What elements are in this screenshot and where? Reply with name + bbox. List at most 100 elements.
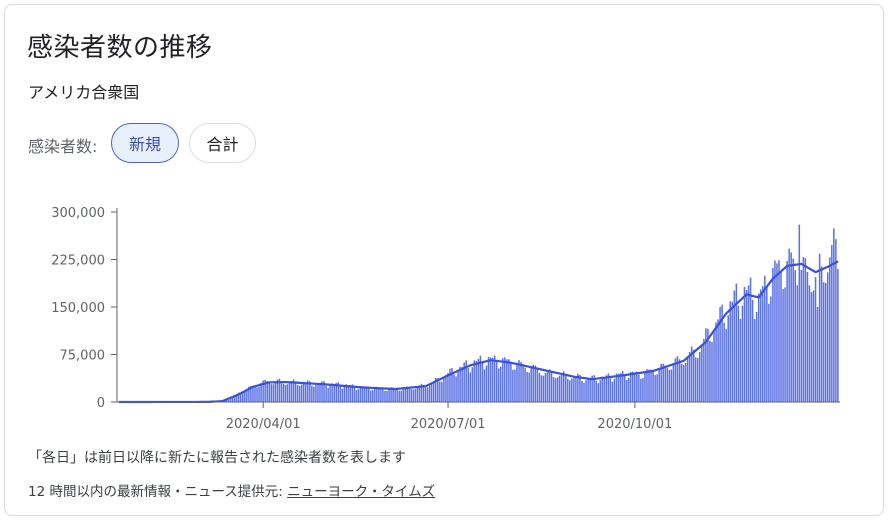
daily-bar bbox=[802, 256, 805, 402]
daily-bar bbox=[658, 368, 660, 402]
daily-bar bbox=[680, 363, 683, 402]
daily-bar bbox=[735, 283, 738, 402]
daily-bar bbox=[812, 290, 815, 402]
daily-bar bbox=[404, 387, 407, 402]
chart-title: 感染者数の推移 bbox=[27, 33, 213, 63]
daily-bar bbox=[372, 390, 374, 402]
daily-bar bbox=[816, 307, 819, 402]
daily-bar bbox=[709, 340, 711, 402]
daily-bar bbox=[398, 390, 400, 402]
daily-bar bbox=[629, 372, 632, 402]
daily-bar bbox=[829, 257, 831, 402]
daily-bar bbox=[741, 305, 744, 402]
daily-bar bbox=[810, 292, 813, 402]
daily-bar bbox=[573, 376, 575, 402]
daily-bar bbox=[258, 386, 260, 402]
daily-bar bbox=[757, 293, 760, 402]
daily-bar bbox=[432, 381, 435, 402]
daily-bar bbox=[390, 387, 392, 402]
daily-bar bbox=[719, 306, 721, 402]
daily-bar bbox=[609, 378, 612, 402]
daily-bar bbox=[493, 355, 496, 402]
daily-bar bbox=[567, 379, 569, 402]
daily-bar bbox=[512, 369, 514, 402]
daily-bar bbox=[374, 387, 376, 402]
daily-bar bbox=[631, 371, 634, 402]
daily-bar bbox=[522, 364, 524, 402]
daily-bar bbox=[343, 387, 346, 402]
daily-bar bbox=[495, 361, 498, 402]
daily-bar bbox=[313, 386, 315, 402]
daily-bar bbox=[749, 277, 752, 402]
daily-bar bbox=[286, 384, 289, 402]
daily-bar bbox=[772, 267, 774, 402]
daily-bar bbox=[384, 390, 386, 402]
daily-bar bbox=[824, 283, 827, 402]
daily-bar bbox=[820, 266, 823, 402]
footnote: 「各日」は前日以降に新たに報告された感染者数を表します bbox=[28, 450, 406, 466]
daily-bar bbox=[595, 380, 597, 402]
daily-bar bbox=[386, 390, 388, 402]
daily-bar bbox=[461, 366, 463, 402]
daily-bar bbox=[441, 381, 443, 402]
daily-bar bbox=[298, 385, 301, 402]
y-tick-label: 75,000 bbox=[60, 349, 106, 364]
daily-bar bbox=[579, 375, 581, 402]
daily-bar bbox=[392, 387, 394, 402]
daily-bar bbox=[623, 375, 626, 402]
daily-bar bbox=[528, 372, 530, 402]
daily-bar bbox=[262, 380, 264, 402]
daily-bar bbox=[822, 282, 825, 402]
daily-bar bbox=[242, 393, 244, 402]
daily-bar bbox=[300, 384, 303, 402]
daily-bar bbox=[465, 360, 467, 402]
daily-bar bbox=[668, 370, 671, 402]
daily-bar bbox=[459, 366, 461, 402]
daily-bar bbox=[296, 385, 299, 402]
daily-bar bbox=[664, 365, 667, 402]
chip-new-cases[interactable]: 新規 bbox=[111, 123, 179, 163]
daily-bar bbox=[800, 269, 803, 402]
daily-bar bbox=[583, 382, 585, 402]
source-link[interactable]: ニューヨーク・タイムズ bbox=[287, 484, 436, 500]
daily-bar bbox=[585, 380, 587, 402]
daily-bar bbox=[640, 378, 642, 402]
daily-bar bbox=[229, 398, 232, 402]
daily-bar bbox=[656, 374, 658, 402]
daily-bar bbox=[796, 285, 799, 402]
daily-bar bbox=[581, 380, 583, 402]
daily-bar bbox=[288, 382, 291, 402]
daily-bar bbox=[587, 378, 589, 402]
daily-bar bbox=[776, 263, 778, 402]
daily-bar bbox=[504, 357, 506, 402]
daily-bar bbox=[333, 384, 335, 402]
daily-bar bbox=[514, 369, 516, 402]
daily-bar bbox=[396, 389, 398, 402]
daily-bar bbox=[707, 328, 709, 402]
chip-total-cases[interactable]: 合計 bbox=[189, 123, 256, 163]
daily-bar bbox=[650, 369, 652, 402]
x-tick-label: 2020/10/01 bbox=[597, 417, 672, 432]
daily-bar bbox=[361, 386, 364, 402]
daily-bar bbox=[676, 356, 679, 402]
daily-bar bbox=[550, 372, 553, 402]
daily-bar bbox=[420, 383, 423, 402]
daily-bar bbox=[447, 373, 449, 402]
daily-bar bbox=[739, 319, 742, 402]
daily-bar bbox=[506, 359, 508, 402]
daily-bar bbox=[544, 373, 547, 402]
daily-bar bbox=[294, 381, 297, 402]
daily-bar bbox=[449, 368, 451, 402]
daily-bar bbox=[526, 372, 528, 402]
daily-bar bbox=[615, 373, 618, 402]
daily-bar bbox=[593, 375, 595, 402]
daily-bar bbox=[766, 286, 768, 402]
x-tick-label: 2020/07/01 bbox=[411, 417, 486, 432]
daily-bar bbox=[369, 390, 372, 402]
daily-bar bbox=[469, 372, 472, 402]
daily-bar bbox=[690, 346, 693, 402]
daily-bar bbox=[508, 359, 510, 402]
daily-bar bbox=[774, 260, 776, 402]
daily-bar bbox=[491, 357, 494, 402]
